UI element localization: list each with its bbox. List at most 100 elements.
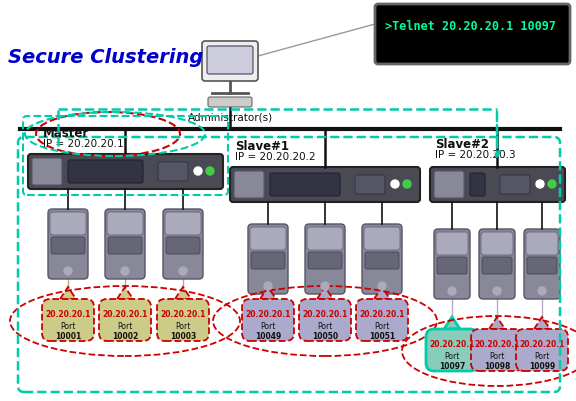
Text: 10001: 10001 bbox=[55, 331, 81, 340]
FancyBboxPatch shape bbox=[516, 329, 568, 371]
Text: 10049: 10049 bbox=[255, 331, 281, 340]
FancyBboxPatch shape bbox=[434, 229, 470, 299]
Polygon shape bbox=[534, 317, 550, 329]
Text: Master: Master bbox=[43, 127, 89, 140]
FancyBboxPatch shape bbox=[248, 225, 288, 294]
FancyBboxPatch shape bbox=[482, 257, 512, 274]
Text: 10050: 10050 bbox=[312, 331, 338, 340]
Circle shape bbox=[194, 168, 202, 176]
FancyBboxPatch shape bbox=[208, 98, 252, 108]
FancyBboxPatch shape bbox=[163, 209, 203, 279]
Polygon shape bbox=[444, 317, 460, 329]
Polygon shape bbox=[317, 287, 333, 299]
Text: 20.20.20.1: 20.20.20.1 bbox=[359, 309, 405, 318]
Circle shape bbox=[206, 168, 214, 176]
FancyBboxPatch shape bbox=[50, 213, 86, 235]
FancyBboxPatch shape bbox=[158, 162, 188, 182]
FancyBboxPatch shape bbox=[51, 237, 85, 254]
FancyBboxPatch shape bbox=[362, 225, 402, 294]
Text: 10002: 10002 bbox=[112, 331, 138, 340]
FancyBboxPatch shape bbox=[434, 172, 464, 198]
Text: 20.20.20.1: 20.20.20.1 bbox=[302, 309, 348, 318]
FancyBboxPatch shape bbox=[437, 257, 467, 274]
Text: Slave#2: Slave#2 bbox=[435, 138, 489, 151]
FancyBboxPatch shape bbox=[365, 252, 399, 269]
Text: 20.20.20.1: 20.20.20.1 bbox=[103, 309, 147, 318]
Text: 20.20.20.1: 20.20.20.1 bbox=[520, 339, 564, 348]
FancyBboxPatch shape bbox=[165, 213, 201, 235]
FancyBboxPatch shape bbox=[426, 329, 478, 371]
FancyBboxPatch shape bbox=[251, 252, 285, 269]
Text: IP = 20.20.20.2: IP = 20.20.20.2 bbox=[235, 152, 316, 162]
FancyBboxPatch shape bbox=[32, 159, 62, 186]
Text: 20.20.20.1: 20.20.20.1 bbox=[245, 309, 291, 318]
Text: Port: Port bbox=[260, 321, 276, 330]
Text: 10051: 10051 bbox=[369, 331, 395, 340]
Text: Secure Clustering: Secure Clustering bbox=[8, 48, 203, 67]
FancyBboxPatch shape bbox=[526, 233, 558, 255]
Text: 20.20.20.1: 20.20.20.1 bbox=[429, 339, 475, 348]
FancyBboxPatch shape bbox=[108, 237, 142, 254]
Circle shape bbox=[536, 180, 544, 188]
Text: >Telnet 20.20.20.1 10097: >Telnet 20.20.20.1 10097 bbox=[385, 20, 556, 33]
FancyBboxPatch shape bbox=[105, 209, 145, 279]
Circle shape bbox=[493, 287, 501, 295]
Text: IP = 20.20.20.3: IP = 20.20.20.3 bbox=[435, 150, 516, 160]
Text: 20.20.20.1: 20.20.20.1 bbox=[46, 309, 90, 318]
FancyBboxPatch shape bbox=[99, 299, 151, 341]
Text: 10098: 10098 bbox=[484, 361, 510, 370]
FancyBboxPatch shape bbox=[356, 299, 408, 341]
Polygon shape bbox=[60, 287, 76, 299]
FancyBboxPatch shape bbox=[299, 299, 351, 341]
FancyBboxPatch shape bbox=[355, 176, 385, 194]
FancyBboxPatch shape bbox=[471, 329, 523, 371]
FancyBboxPatch shape bbox=[107, 213, 143, 235]
Text: Port: Port bbox=[118, 321, 132, 330]
Circle shape bbox=[378, 282, 386, 290]
Text: 10099: 10099 bbox=[529, 361, 555, 370]
Text: 10003: 10003 bbox=[170, 331, 196, 340]
FancyBboxPatch shape bbox=[68, 160, 143, 184]
Polygon shape bbox=[260, 287, 276, 299]
Circle shape bbox=[548, 180, 556, 188]
FancyBboxPatch shape bbox=[308, 252, 342, 269]
Polygon shape bbox=[117, 287, 133, 299]
Circle shape bbox=[64, 267, 72, 275]
Circle shape bbox=[179, 267, 187, 275]
FancyBboxPatch shape bbox=[305, 225, 345, 294]
FancyBboxPatch shape bbox=[166, 237, 200, 254]
FancyBboxPatch shape bbox=[234, 172, 264, 198]
FancyBboxPatch shape bbox=[430, 168, 565, 203]
FancyBboxPatch shape bbox=[250, 227, 286, 250]
FancyBboxPatch shape bbox=[524, 229, 560, 299]
Circle shape bbox=[391, 180, 399, 188]
Text: Slave#1: Slave#1 bbox=[235, 140, 289, 153]
Text: Port: Port bbox=[535, 351, 550, 360]
FancyBboxPatch shape bbox=[242, 299, 294, 341]
Text: 20.20.20.1: 20.20.20.1 bbox=[160, 309, 206, 318]
FancyBboxPatch shape bbox=[436, 233, 468, 255]
FancyBboxPatch shape bbox=[500, 176, 530, 194]
FancyBboxPatch shape bbox=[48, 209, 88, 279]
FancyBboxPatch shape bbox=[470, 174, 485, 196]
Circle shape bbox=[403, 180, 411, 188]
Text: Port: Port bbox=[60, 321, 75, 330]
Text: Port: Port bbox=[490, 351, 505, 360]
Text: Port: Port bbox=[444, 351, 460, 360]
FancyBboxPatch shape bbox=[307, 227, 343, 250]
FancyBboxPatch shape bbox=[479, 229, 515, 299]
Text: Port: Port bbox=[374, 321, 390, 330]
FancyBboxPatch shape bbox=[157, 299, 209, 341]
Polygon shape bbox=[175, 287, 191, 299]
FancyBboxPatch shape bbox=[364, 227, 400, 250]
Text: Port: Port bbox=[317, 321, 333, 330]
FancyBboxPatch shape bbox=[481, 233, 513, 255]
Polygon shape bbox=[374, 287, 390, 299]
FancyBboxPatch shape bbox=[270, 174, 340, 196]
Circle shape bbox=[121, 267, 129, 275]
Text: 10097: 10097 bbox=[439, 361, 465, 370]
FancyBboxPatch shape bbox=[230, 168, 420, 203]
Circle shape bbox=[448, 287, 456, 295]
Text: IP = 20.20.20.1: IP = 20.20.20.1 bbox=[43, 139, 124, 149]
FancyBboxPatch shape bbox=[28, 155, 223, 190]
